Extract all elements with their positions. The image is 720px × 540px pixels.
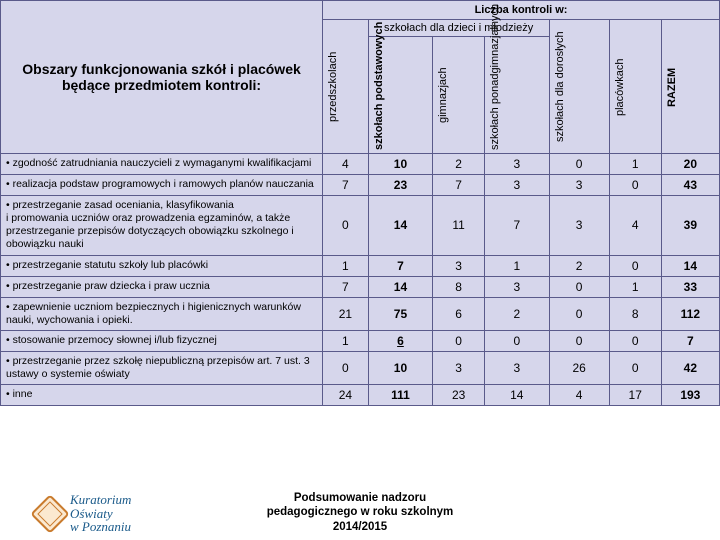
data-cell: 0 (549, 154, 609, 175)
data-cell: 0 (549, 330, 609, 351)
data-cell: 1 (323, 330, 369, 351)
table-row: • zgodność zatrudniania nauczycieli z wy… (1, 154, 720, 175)
data-cell: 8 (433, 276, 485, 297)
data-cell: 14 (368, 276, 432, 297)
data-cell: 0 (485, 330, 549, 351)
controls-table: Obszary funkcjonowania szkół i placówek … (0, 0, 720, 406)
table-title: Liczba kontroli w: (323, 1, 720, 20)
row-label: • przestrzeganie statutu szkoły lub plac… (1, 255, 323, 276)
data-cell: 0 (609, 175, 661, 196)
col-razem: RAZEM (661, 20, 719, 154)
data-cell: 23 (368, 175, 432, 196)
data-cell: 1 (323, 255, 369, 276)
table-row: • inne241112314417193 (1, 385, 720, 406)
data-cell: 3 (485, 154, 549, 175)
data-cell: 14 (485, 385, 549, 406)
data-cell: 21 (323, 297, 369, 330)
data-cell: 24 (323, 385, 369, 406)
data-cell: 26 (549, 351, 609, 384)
data-cell: 2 (549, 255, 609, 276)
data-cell: 3 (433, 351, 485, 384)
data-cell: 1 (485, 255, 549, 276)
data-cell: 3 (485, 175, 549, 196)
data-cell: 4 (549, 385, 609, 406)
data-cell: 0 (323, 196, 369, 256)
data-cell: 20 (661, 154, 719, 175)
col-ponadgim: szkołach ponadgimnazjalnych (485, 37, 549, 154)
data-cell: 7 (323, 276, 369, 297)
row-label: • przestrzeganie zasad oceniania, klasyf… (1, 196, 323, 256)
row-label: • stosowanie przemocy słownej i/lub fizy… (1, 330, 323, 351)
data-cell: 111 (368, 385, 432, 406)
data-cell: 0 (433, 330, 485, 351)
data-cell: 43 (661, 175, 719, 196)
data-cell: 0 (549, 297, 609, 330)
data-cell: 7 (433, 175, 485, 196)
data-cell: 0 (609, 330, 661, 351)
table-row: • przestrzeganie przez szkołę niepublicz… (1, 351, 720, 384)
table-row: • przestrzeganie praw dziecka i praw ucz… (1, 276, 720, 297)
data-cell: 17 (609, 385, 661, 406)
row-label: • inne (1, 385, 323, 406)
col-group-children: szkołach dla dzieci i młodzieży (368, 20, 549, 37)
table-row: • przestrzeganie zasad oceniania, klasyf… (1, 196, 720, 256)
data-cell: 7 (485, 196, 549, 256)
table-row: • przestrzeganie statutu szkoły lub plac… (1, 255, 720, 276)
table-row: • zapewnienie uczniom bezpiecznych i hig… (1, 297, 720, 330)
data-cell: 2 (485, 297, 549, 330)
row-label: • przestrzeganie praw dziecka i praw ucz… (1, 276, 323, 297)
data-cell: 3 (549, 175, 609, 196)
footer: Podsumowanie nadzorupedagogicznego w rok… (0, 491, 720, 534)
data-cell: 10 (368, 154, 432, 175)
data-cell: 4 (323, 154, 369, 175)
data-cell: 33 (661, 276, 719, 297)
data-cell: 3 (433, 255, 485, 276)
data-cell: 0 (323, 351, 369, 384)
table-container: Obszary funkcjonowania szkół i placówek … (0, 0, 720, 490)
row-label: • zgodność zatrudniania nauczycieli z wy… (1, 154, 323, 175)
data-cell: 112 (661, 297, 719, 330)
table-row: • stosowanie przemocy słownej i/lub fizy… (1, 330, 720, 351)
data-cell: 193 (661, 385, 719, 406)
data-cell: 23 (433, 385, 485, 406)
data-cell: 10 (368, 351, 432, 384)
row-label: • zapewnienie uczniom bezpiecznych i hig… (1, 297, 323, 330)
data-cell: 6 (368, 330, 432, 351)
data-cell: 0 (609, 351, 661, 384)
row-label: • przestrzeganie przez szkołę niepublicz… (1, 351, 323, 384)
table-row: • realizacja podstaw programowych i ramo… (1, 175, 720, 196)
data-cell: 1 (609, 276, 661, 297)
data-cell: 7 (323, 175, 369, 196)
data-cell: 6 (433, 297, 485, 330)
data-cell: 0 (609, 255, 661, 276)
col-podstawowe: szkołach podstawowych (368, 37, 432, 154)
footer-text: Podsumowanie nadzorupedagogicznego w rok… (267, 491, 454, 534)
data-cell: 1 (609, 154, 661, 175)
col-przedszkola: przedszkolach (323, 20, 369, 154)
data-cell: 3 (485, 351, 549, 384)
data-cell: 7 (661, 330, 719, 351)
data-cell: 3 (485, 276, 549, 297)
data-cell: 8 (609, 297, 661, 330)
data-cell: 11 (433, 196, 485, 256)
data-cell: 39 (661, 196, 719, 256)
data-cell: 4 (609, 196, 661, 256)
data-cell: 2 (433, 154, 485, 175)
col-dorosli: szkołach dla dorosłych (549, 20, 609, 154)
data-cell: 42 (661, 351, 719, 384)
data-cell: 0 (549, 276, 609, 297)
data-cell: 7 (368, 255, 432, 276)
col-placowki: placówkach (609, 20, 661, 154)
col-gimnazja: gimnazjach (433, 37, 485, 154)
data-cell: 75 (368, 297, 432, 330)
row-label: • realizacja podstaw programowych i ramo… (1, 175, 323, 196)
data-cell: 3 (549, 196, 609, 256)
data-cell: 14 (368, 196, 432, 256)
row-header-title: Obszary funkcjonowania szkół i placówek … (1, 1, 323, 154)
data-cell: 14 (661, 255, 719, 276)
